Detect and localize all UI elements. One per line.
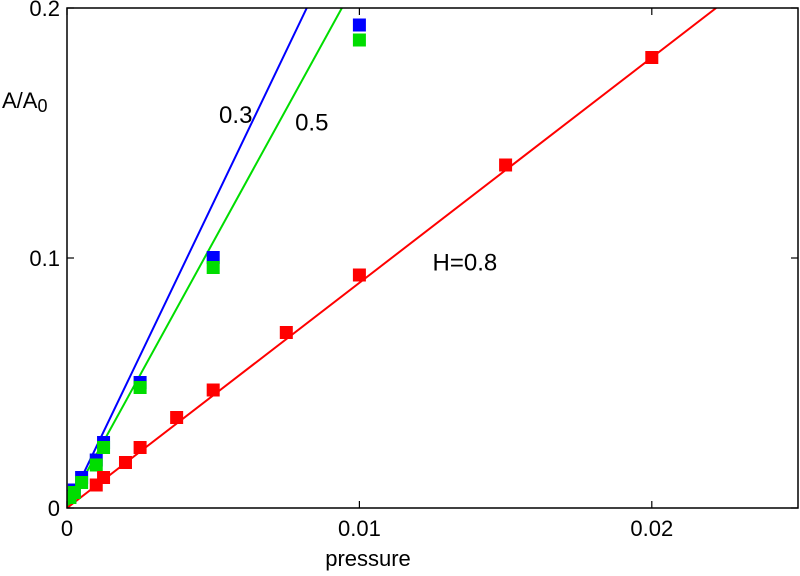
ticks-layer: 0 0.01 0.02 0 0.1 0.2 bbox=[29, 0, 798, 541]
series-2-points bbox=[67, 33, 366, 504]
series-3-points bbox=[89, 51, 659, 492]
series-1 bbox=[67, 8, 308, 508]
x-tick-label-3: 0.02 bbox=[630, 516, 673, 541]
annotation-3: H=0.8 bbox=[433, 250, 498, 277]
series-1-point-8 bbox=[352, 18, 366, 32]
y-tick-label-3: 0.2 bbox=[29, 0, 60, 21]
annotation-2: 0.5 bbox=[295, 110, 328, 137]
series-1-fit-line bbox=[67, 8, 308, 508]
x-tick-label-1: 0 bbox=[61, 516, 73, 541]
series-2 bbox=[67, 8, 343, 508]
series-1-point-7 bbox=[206, 251, 220, 264]
y-tick-label-2: 0.1 bbox=[29, 246, 60, 271]
series-2-point-6 bbox=[133, 381, 147, 394]
series-3-point-7 bbox=[279, 326, 293, 339]
series-2-point-5 bbox=[97, 441, 111, 454]
series-3-point-4 bbox=[133, 441, 147, 454]
series-3-point-8 bbox=[352, 268, 366, 282]
y-tick-label-1: 0 bbox=[48, 496, 60, 521]
series-3-point-5 bbox=[170, 411, 184, 424]
series-3-fit-line bbox=[67, 8, 717, 508]
series-2-point-7 bbox=[206, 261, 220, 274]
series-3-point-9 bbox=[499, 158, 513, 172]
series-3-point-2 bbox=[97, 471, 111, 484]
series-layer bbox=[67, 8, 717, 508]
annotation-layer: 0.3 0.5 H=0.8 bbox=[219, 102, 497, 277]
y-axis-label: A/A0 bbox=[2, 88, 47, 116]
series-2-point-3 bbox=[75, 476, 89, 489]
series-2-point-2 bbox=[67, 486, 81, 499]
plot-background bbox=[67, 8, 798, 508]
x-axis-label: pressure bbox=[325, 546, 411, 571]
annotation-1: 0.3 bbox=[219, 102, 252, 129]
series-3-point-10 bbox=[645, 51, 659, 64]
series-2-point-4 bbox=[89, 458, 103, 472]
series-3-point-3 bbox=[118, 456, 132, 469]
series-3-point-6 bbox=[206, 383, 220, 397]
series-3 bbox=[67, 8, 717, 508]
series-2-point-8 bbox=[352, 33, 366, 47]
y-axis-label-subscript: 0 bbox=[37, 96, 47, 116]
y-axis-label-main: A/A bbox=[2, 88, 38, 113]
x-tick-label-2: 0.01 bbox=[338, 516, 381, 541]
series-2-fit-line bbox=[67, 8, 343, 508]
